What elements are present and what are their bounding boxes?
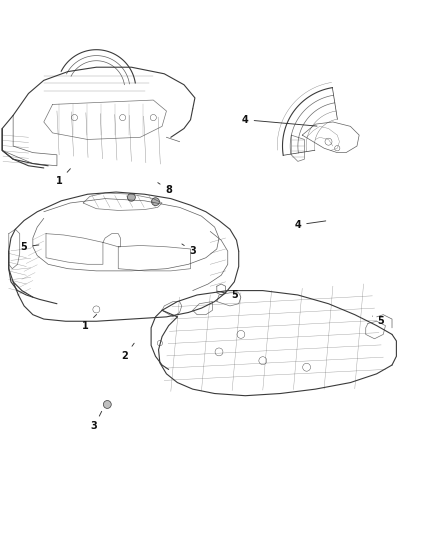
Text: 5: 5: [372, 316, 385, 326]
Text: 3: 3: [91, 411, 102, 431]
Circle shape: [103, 400, 111, 408]
Text: 4: 4: [242, 115, 317, 126]
Text: 5: 5: [21, 242, 39, 252]
Circle shape: [127, 193, 135, 201]
Text: 2: 2: [121, 343, 134, 361]
Text: 4: 4: [294, 220, 326, 230]
Text: 1: 1: [56, 168, 71, 186]
Circle shape: [152, 198, 159, 206]
Text: 3: 3: [182, 244, 196, 256]
Text: 8: 8: [158, 183, 172, 195]
Text: 5: 5: [217, 290, 238, 300]
Text: 1: 1: [82, 314, 97, 330]
